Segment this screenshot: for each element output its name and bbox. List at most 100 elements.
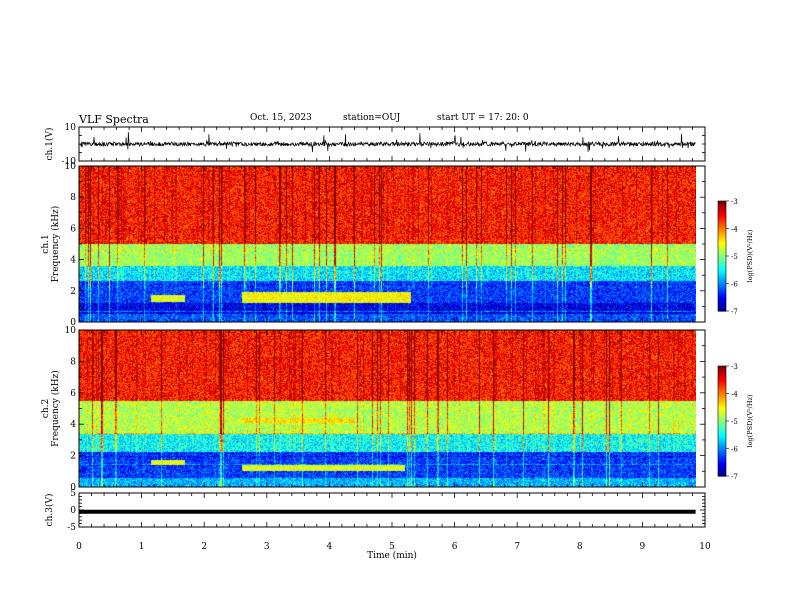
- ch2-colorbar-cell: [718, 408, 726, 411]
- x-tick-label: 7: [514, 542, 520, 552]
- ch2-spectrogram-y-tick-label: 8: [70, 357, 76, 367]
- ch1-colorbar-cell: [718, 206, 726, 209]
- ch1-colorbar-cell: [718, 283, 726, 286]
- ch1-colorbar-cell: [718, 223, 726, 226]
- ch2-colorbar-cell: [718, 422, 726, 426]
- ch2-colorbar-cell: [718, 397, 726, 400]
- ch2-colorbar-cell: [718, 452, 726, 455]
- ch2-colorbar-cell: [718, 450, 726, 453]
- ch1-colorbar-tick-label: -5: [731, 253, 738, 261]
- ch2-spectrogram-image: [79, 330, 696, 487]
- ch2-spectrogram-y-tick-label: 4: [70, 420, 76, 430]
- x-tick-label: 8: [577, 542, 583, 552]
- ch2-colorbar-cell: [718, 367, 726, 371]
- ch1-colorbar-tick-label: -4: [731, 226, 738, 234]
- ch1-colorbar-cell: [718, 243, 726, 246]
- ch1-colorbar-cell: [718, 281, 726, 285]
- ch2-colorbar-cell: [718, 448, 726, 451]
- ch2-colorbar-cell: [718, 419, 726, 422]
- ch1-colorbar-cell: [718, 246, 726, 250]
- x-tick-label: 5: [389, 542, 395, 552]
- ch1-spectrogram-y-tick-label: 4: [70, 256, 76, 266]
- ch1-colorbar-cell: [718, 287, 726, 290]
- ch2-colorbar-cell: [718, 421, 726, 424]
- ch2-colorbar-cell: [718, 415, 726, 418]
- ch2-colorbar-cell: [718, 373, 726, 376]
- ch2-colorbar-cell: [718, 378, 726, 382]
- ch3-y-tick-label: 0: [70, 506, 76, 516]
- ch1-colorbar-cell: [718, 201, 726, 204]
- ch1-colorbar-cell: [718, 208, 726, 211]
- ch2-colorbar-cell: [718, 400, 726, 404]
- ch2-colorbar-cell: [718, 410, 726, 413]
- ch1-colorbar-cell: [718, 202, 726, 206]
- x-tick-label: 6: [452, 542, 458, 552]
- ch1-spectrogram-image: [79, 166, 696, 322]
- ch1-colorbar-cell: [718, 305, 726, 308]
- ch2-colorbar-cell: [718, 459, 726, 462]
- ch2-colorbar-cell: [718, 463, 726, 466]
- ch1-colorbar-label: log(PSD)(V²/Hz): [746, 229, 754, 282]
- ch1-colorbar-cell: [718, 204, 726, 208]
- ch2-colorbar-cell: [718, 406, 726, 409]
- ch1-colorbar-cell: [718, 210, 726, 213]
- ch1-colorbar-cell: [718, 241, 726, 244]
- ch2-colorbar-cell: [718, 439, 726, 442]
- ch1-colorbar-cell: [718, 298, 726, 301]
- ch2-colorbar-cell: [718, 428, 726, 431]
- ch1-colorbar-cell: [718, 294, 726, 297]
- ch2-colorbar-cell: [718, 393, 726, 396]
- ch3-y-axis-label: ch.3(V): [44, 494, 55, 527]
- ch2-colorbar-cell: [718, 389, 726, 393]
- ch2-colorbar-cell: [718, 446, 726, 450]
- ch1-colorbar-cell: [718, 219, 726, 222]
- ch1-colorbar-cell: [718, 276, 726, 279]
- ch1-colorbar-cell: [718, 274, 726, 277]
- ch1-colorbar-cell: [718, 272, 726, 275]
- ch1-colorbar-cell: [718, 265, 726, 268]
- ch2-colorbar-cell: [718, 432, 726, 435]
- ch2-colorbar-cell: [718, 437, 726, 440]
- ch1-y-tick-label: 10: [65, 123, 77, 133]
- ch1-colorbar-cell: [718, 278, 726, 281]
- ch2-colorbar-cell: [718, 472, 726, 475]
- ch1-spectrogram-y-tick-label: 10: [65, 162, 77, 172]
- ch1-y-axis-label: ch.1(V): [44, 128, 55, 161]
- ch2-spectrogram-y-tick-label: 0: [70, 483, 76, 493]
- ch1-colorbar-cell: [718, 228, 726, 231]
- ch1-colorbar-cell: [718, 270, 726, 274]
- ch2-colorbar-cell: [718, 441, 726, 444]
- ch2-spectrogram-y-axis-label: Frequency (kHz): [50, 370, 61, 447]
- ch1-colorbar-cell: [718, 296, 726, 299]
- ch1-colorbar-cell: [718, 213, 726, 217]
- ch2-colorbar-tick-label: -4: [731, 391, 738, 399]
- ch1-colorbar-cell: [718, 263, 726, 266]
- ch1-colorbar-cell: [718, 217, 726, 220]
- ch2-colorbar-cell: [718, 417, 726, 420]
- ch2-colorbar-cell: [718, 380, 726, 384]
- ch1-colorbar-tick-label: -3: [731, 198, 738, 206]
- ch2-colorbar-cell: [718, 404, 726, 407]
- ch2-colorbar-tick-label: -6: [731, 446, 738, 454]
- ch1-y-tick-label: -10: [62, 157, 77, 167]
- ch1-colorbar-cell: [718, 261, 726, 264]
- ch1-spectrogram-y-tick-label: 0: [70, 318, 76, 328]
- ch2-colorbar-cell: [718, 426, 726, 429]
- ch1-colorbar-cell: [718, 232, 726, 235]
- ch2-colorbar-cell: [718, 465, 726, 468]
- ch2-colorbar-tick-label: -7: [731, 473, 738, 481]
- ch2-colorbar-cell: [718, 455, 726, 459]
- ch1-colorbar-cell: [718, 292, 726, 296]
- ch2-colorbar-cell: [718, 384, 726, 387]
- ch2-colorbar-cell: [718, 371, 726, 374]
- ch2-colorbar-cell: [718, 369, 726, 373]
- ch2-colorbar-label: log(PSD)(V²/Hz): [746, 394, 754, 447]
- ch1-colorbar-cell: [718, 235, 726, 239]
- header-date: Oct. 15, 2023: [250, 113, 312, 123]
- ch2-colorbar-tick-label: -5: [731, 418, 738, 426]
- ch1-colorbar-cell: [718, 290, 726, 294]
- ch1-colorbar-cell: [718, 234, 726, 237]
- ch2-colorbar-cell: [718, 377, 726, 380]
- ch2-colorbar-cell: [718, 443, 726, 446]
